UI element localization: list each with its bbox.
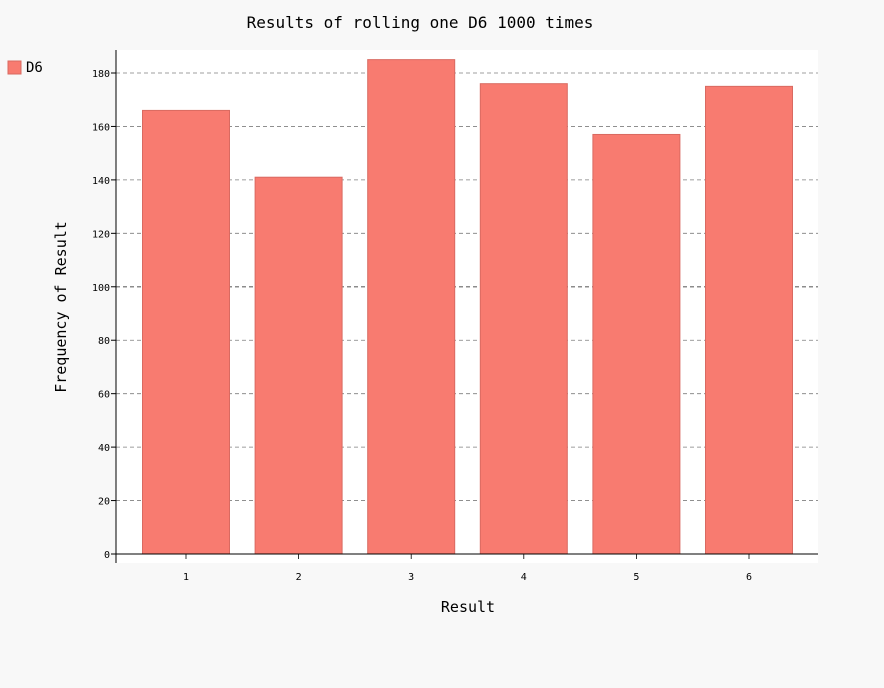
y-tick-label: 60	[98, 390, 110, 401]
bar-4	[479, 83, 568, 555]
chart-title: Results of rolling one D6 1000 times	[247, 13, 594, 32]
gridlines	[116, 72, 818, 501]
plot-area	[116, 50, 818, 563]
y-tick-label: 100	[92, 283, 110, 294]
x-tick-label: 4	[521, 572, 527, 583]
x-tick-label: 5	[633, 572, 639, 583]
x-tick-label: 3	[408, 572, 414, 583]
legend: D6	[7, 60, 43, 76]
legend-label-d6: D6	[26, 60, 43, 76]
bar-1	[142, 109, 230, 555]
legend-swatch-d6	[7, 60, 22, 75]
y-tick-label: 20	[98, 497, 110, 508]
y-tick-label: 140	[92, 176, 110, 187]
x-axis-ticks: 1 2 3 4 5 6	[183, 554, 752, 583]
bar-5	[592, 133, 681, 555]
y-tick-label: 40	[98, 443, 110, 454]
bar-3	[367, 59, 456, 555]
bar-6	[705, 85, 793, 555]
bar-2	[254, 176, 343, 555]
y-tick-label: 80	[98, 336, 110, 347]
x-tick-label: 1	[183, 572, 189, 583]
y-tick-label: 0	[104, 550, 110, 561]
x-tick-label: 6	[746, 572, 752, 583]
y-axis-title: Frequency of Result	[52, 221, 70, 393]
x-axis-title: Result	[441, 598, 495, 616]
y-tick-label: 120	[92, 229, 110, 240]
y-tick-label: 180	[92, 69, 110, 80]
y-tick-label: 160	[92, 122, 110, 133]
bars	[142, 59, 793, 555]
x-tick-label: 2	[296, 572, 302, 583]
y-axis-ticks: 0 20 40 60 80 100 120 140 160 180	[92, 69, 116, 561]
